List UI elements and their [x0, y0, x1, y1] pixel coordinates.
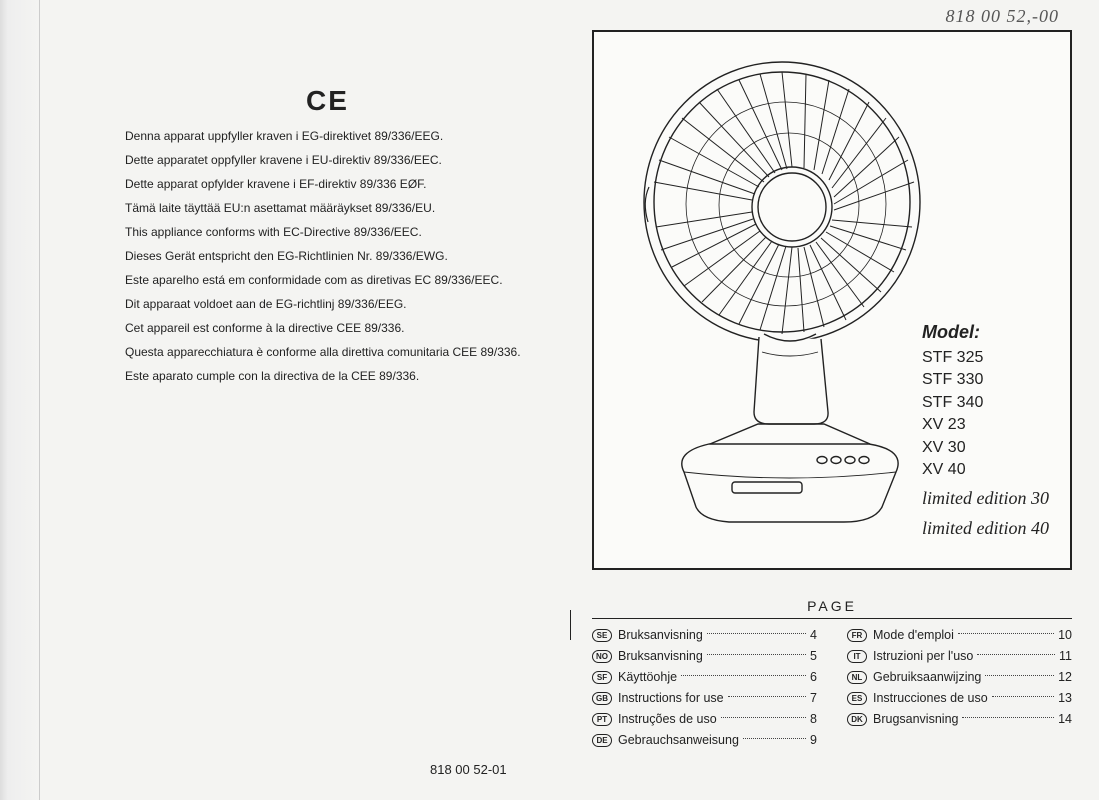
limited-edition-line: limited edition 40 [922, 517, 1052, 540]
toc-dots [681, 675, 806, 676]
toc-rule [592, 618, 1072, 619]
handwritten-note: 818 00 52,-00 [946, 6, 1060, 27]
toc-dots [707, 633, 806, 634]
toc-page: 14 [1058, 712, 1072, 726]
toc-label: Instructions for use [618, 691, 724, 705]
lang-badge: GB [592, 692, 612, 705]
toc-row: SE Bruksanvisning 4 [592, 628, 817, 642]
compliance-line: Dette apparatet oppfyller kravene i EU-d… [125, 153, 530, 168]
toc-column-left: SE Bruksanvisning 4 NO Bruksanvisning 5 … [592, 628, 817, 754]
compliance-line: Questa apparecchiatura è conforme alla d… [125, 345, 530, 360]
toc-page: 4 [810, 628, 817, 642]
ce-mark: CE [125, 85, 530, 117]
toc-page: 7 [810, 691, 817, 705]
lang-badge: NL [847, 671, 867, 684]
compliance-line: Cet appareil est conforme à la directive… [125, 321, 530, 336]
toc-dots [977, 654, 1055, 655]
compliance-line: Dette apparat opfylder kravene i EF-dire… [125, 177, 530, 192]
lang-badge: NO [592, 650, 612, 663]
toc-page: 11 [1059, 649, 1072, 663]
model-item: STF 325 [922, 347, 1052, 369]
toc-dots [985, 675, 1054, 676]
compliance-line: Este aparelho está em conformidade com a… [125, 273, 530, 288]
toc-column-right: FR Mode d'emploi 10 IT Istruzioni per l'… [847, 628, 1072, 754]
model-item: XV 40 [922, 459, 1052, 481]
toc-page: 6 [810, 670, 817, 684]
model-list: Model: STF 325 STF 330 STF 340 XV 23 XV … [922, 322, 1052, 540]
toc-columns: SE Bruksanvisning 4 NO Bruksanvisning 5 … [592, 628, 1072, 754]
toc-label: Instrucciones de uso [873, 691, 988, 705]
compliance-line: Este aparato cumple con la directiva de … [125, 369, 530, 384]
toc-row: DE Gebrauchsanweisung 9 [592, 733, 817, 747]
toc-dots [728, 696, 806, 697]
toc-row: GB Instructions for use 7 [592, 691, 817, 705]
toc-label: Istruzioni per l'uso [873, 649, 973, 663]
toc-dots [721, 717, 806, 718]
model-item: XV 30 [922, 437, 1052, 459]
toc-page: 9 [810, 733, 817, 747]
toc-dots [743, 738, 806, 739]
toc-row: PT Instruções de uso 8 [592, 712, 817, 726]
toc-dots [958, 633, 1054, 634]
toc-label: Gebrauchsanweisung [618, 733, 739, 747]
compliance-block: CE Denna apparat uppfyller kraven i EG-d… [125, 85, 530, 393]
toc-page: 5 [810, 649, 817, 663]
toc-row: ES Instrucciones de uso 13 [847, 691, 1072, 705]
toc-page: 10 [1058, 628, 1072, 642]
toc-label: Brugsanvisning [873, 712, 958, 726]
fan-illustration [614, 52, 934, 542]
model-item: STF 330 [922, 369, 1052, 391]
toc-label: Instruções de uso [618, 712, 717, 726]
toc-dots [962, 717, 1054, 718]
compliance-line: Denna apparat uppfyller kraven i EG-dire… [125, 129, 530, 144]
lang-badge: IT [847, 650, 867, 663]
compliance-line: Dit apparaat voldoet aan de EG-richtlinj… [125, 297, 530, 312]
toc-dots [992, 696, 1054, 697]
toc-row: NO Bruksanvisning 5 [592, 649, 817, 663]
document-number: 818 00 52-01 [430, 762, 507, 777]
toc-row: SF Käyttöohje 6 [592, 670, 817, 684]
lang-badge: PT [592, 713, 612, 726]
lang-badge: FR [847, 629, 867, 642]
toc-label: Bruksanvisning [618, 649, 703, 663]
toc-row: IT Istruzioni per l'uso 11 [847, 649, 1072, 663]
toc-label: Käyttöohje [618, 670, 677, 684]
toc-label: Mode d'emploi [873, 628, 954, 642]
lang-badge: SF [592, 671, 612, 684]
compliance-line: This appliance conforms with EC-Directiv… [125, 225, 530, 240]
toc-dots [707, 654, 806, 655]
toc-page: 8 [810, 712, 817, 726]
toc-label: Gebruiksaanwijzing [873, 670, 981, 684]
lang-badge: SE [592, 629, 612, 642]
toc-row: FR Mode d'emploi 10 [847, 628, 1072, 642]
compliance-line: Dieses Gerät entspricht den EG-Richtlini… [125, 249, 530, 264]
toc-row: DK Brugsanvisning 14 [847, 712, 1072, 726]
gutter-mark [570, 610, 571, 640]
toc-page: 13 [1058, 691, 1072, 705]
toc-label: Bruksanvisning [618, 628, 703, 642]
scan-edge [0, 0, 40, 800]
lang-badge: DE [592, 734, 612, 747]
model-item: STF 340 [922, 392, 1052, 414]
compliance-line: Tämä laite täyttää EU:n asettamat määräy… [125, 201, 530, 216]
toc-row: NL Gebruiksaanwijzing 12 [847, 670, 1072, 684]
lang-badge: DK [847, 713, 867, 726]
limited-edition-line: limited edition 30 [922, 487, 1052, 510]
model-item: XV 23 [922, 414, 1052, 436]
toc-heading: PAGE [592, 598, 1072, 614]
product-illustration-box: Model: STF 325 STF 330 STF 340 XV 23 XV … [592, 30, 1072, 570]
model-heading: Model: [922, 322, 1052, 343]
toc-page: 12 [1058, 670, 1072, 684]
lang-badge: ES [847, 692, 867, 705]
